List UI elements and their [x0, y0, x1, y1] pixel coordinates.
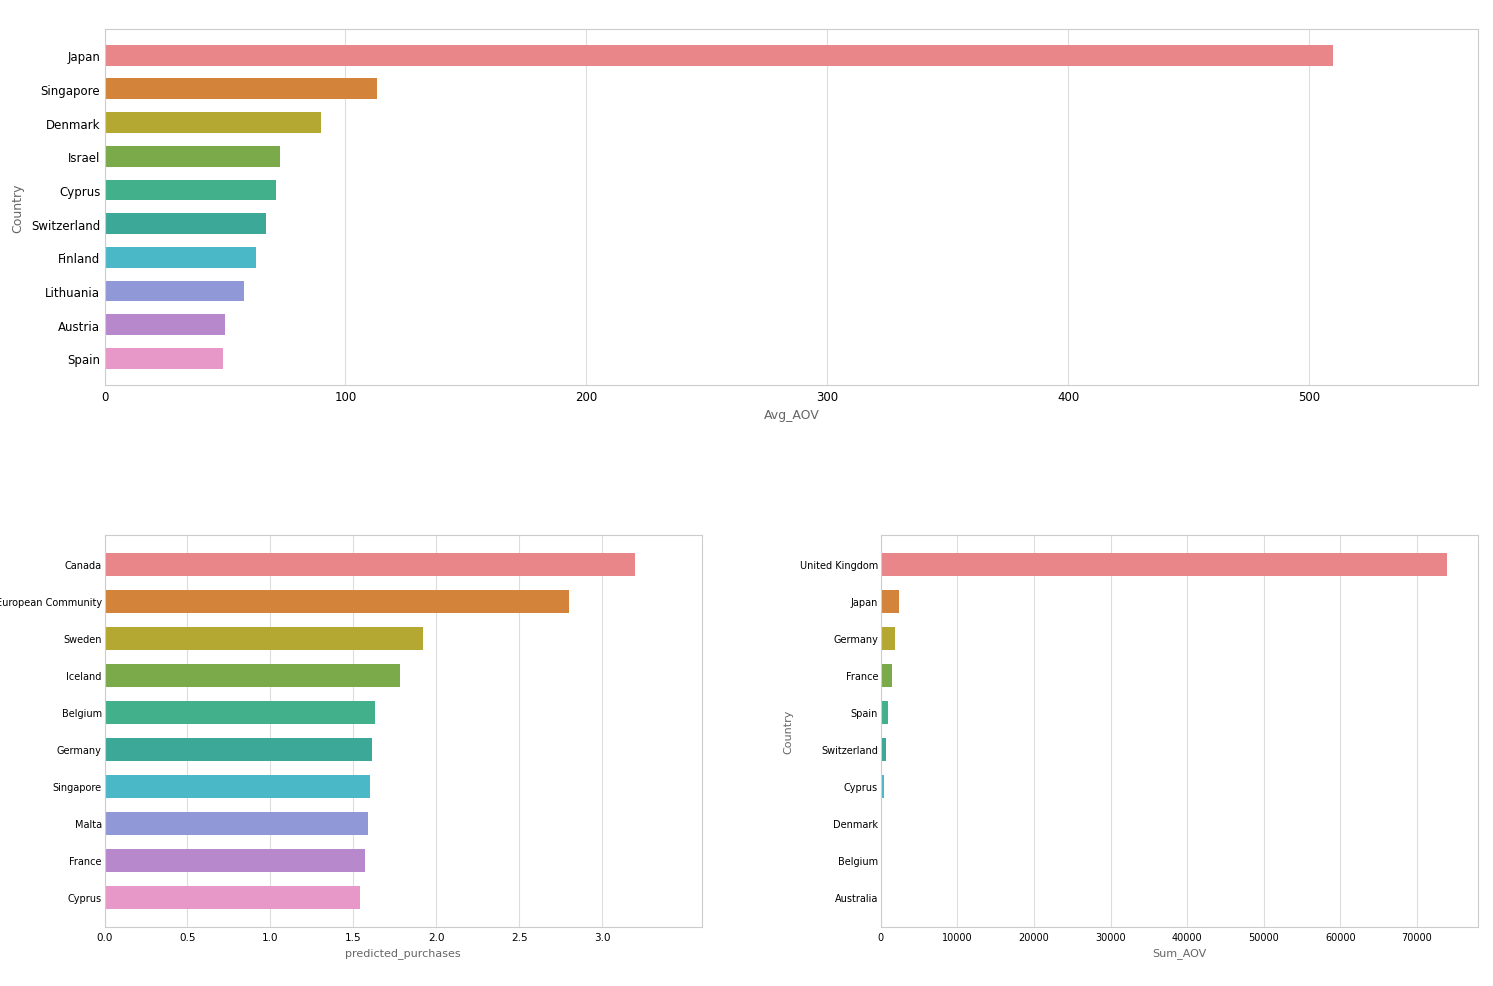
Bar [105, 627, 423, 650]
Bar [881, 553, 1447, 576]
Bar [881, 775, 884, 798]
Bar [881, 701, 888, 724]
Bar [105, 553, 636, 576]
Bar [105, 281, 245, 302]
Bar [105, 849, 364, 872]
Bar [881, 739, 887, 761]
Bar [105, 739, 372, 761]
Bar [105, 812, 369, 835]
Bar [105, 45, 1333, 67]
Bar [105, 315, 225, 336]
Bar [105, 590, 569, 613]
Bar [881, 812, 882, 835]
Y-axis label: Country: Country [782, 709, 793, 753]
Bar [105, 147, 281, 168]
X-axis label: Sum_AOV: Sum_AOV [1153, 948, 1206, 958]
Bar [881, 590, 899, 613]
Bar [105, 113, 321, 134]
Bar [105, 247, 257, 268]
X-axis label: Avg_AOV: Avg_AOV [763, 409, 820, 422]
Bar [105, 214, 266, 235]
Bar [881, 664, 891, 687]
Bar [105, 775, 370, 798]
Bar [105, 180, 276, 201]
Bar [105, 349, 222, 370]
Bar [105, 701, 375, 724]
X-axis label: predicted_purchases: predicted_purchases [345, 948, 461, 958]
Y-axis label: Country: Country [10, 182, 24, 233]
Bar [105, 664, 400, 687]
Bar [105, 886, 360, 909]
Bar [105, 80, 376, 101]
Bar [881, 627, 896, 650]
